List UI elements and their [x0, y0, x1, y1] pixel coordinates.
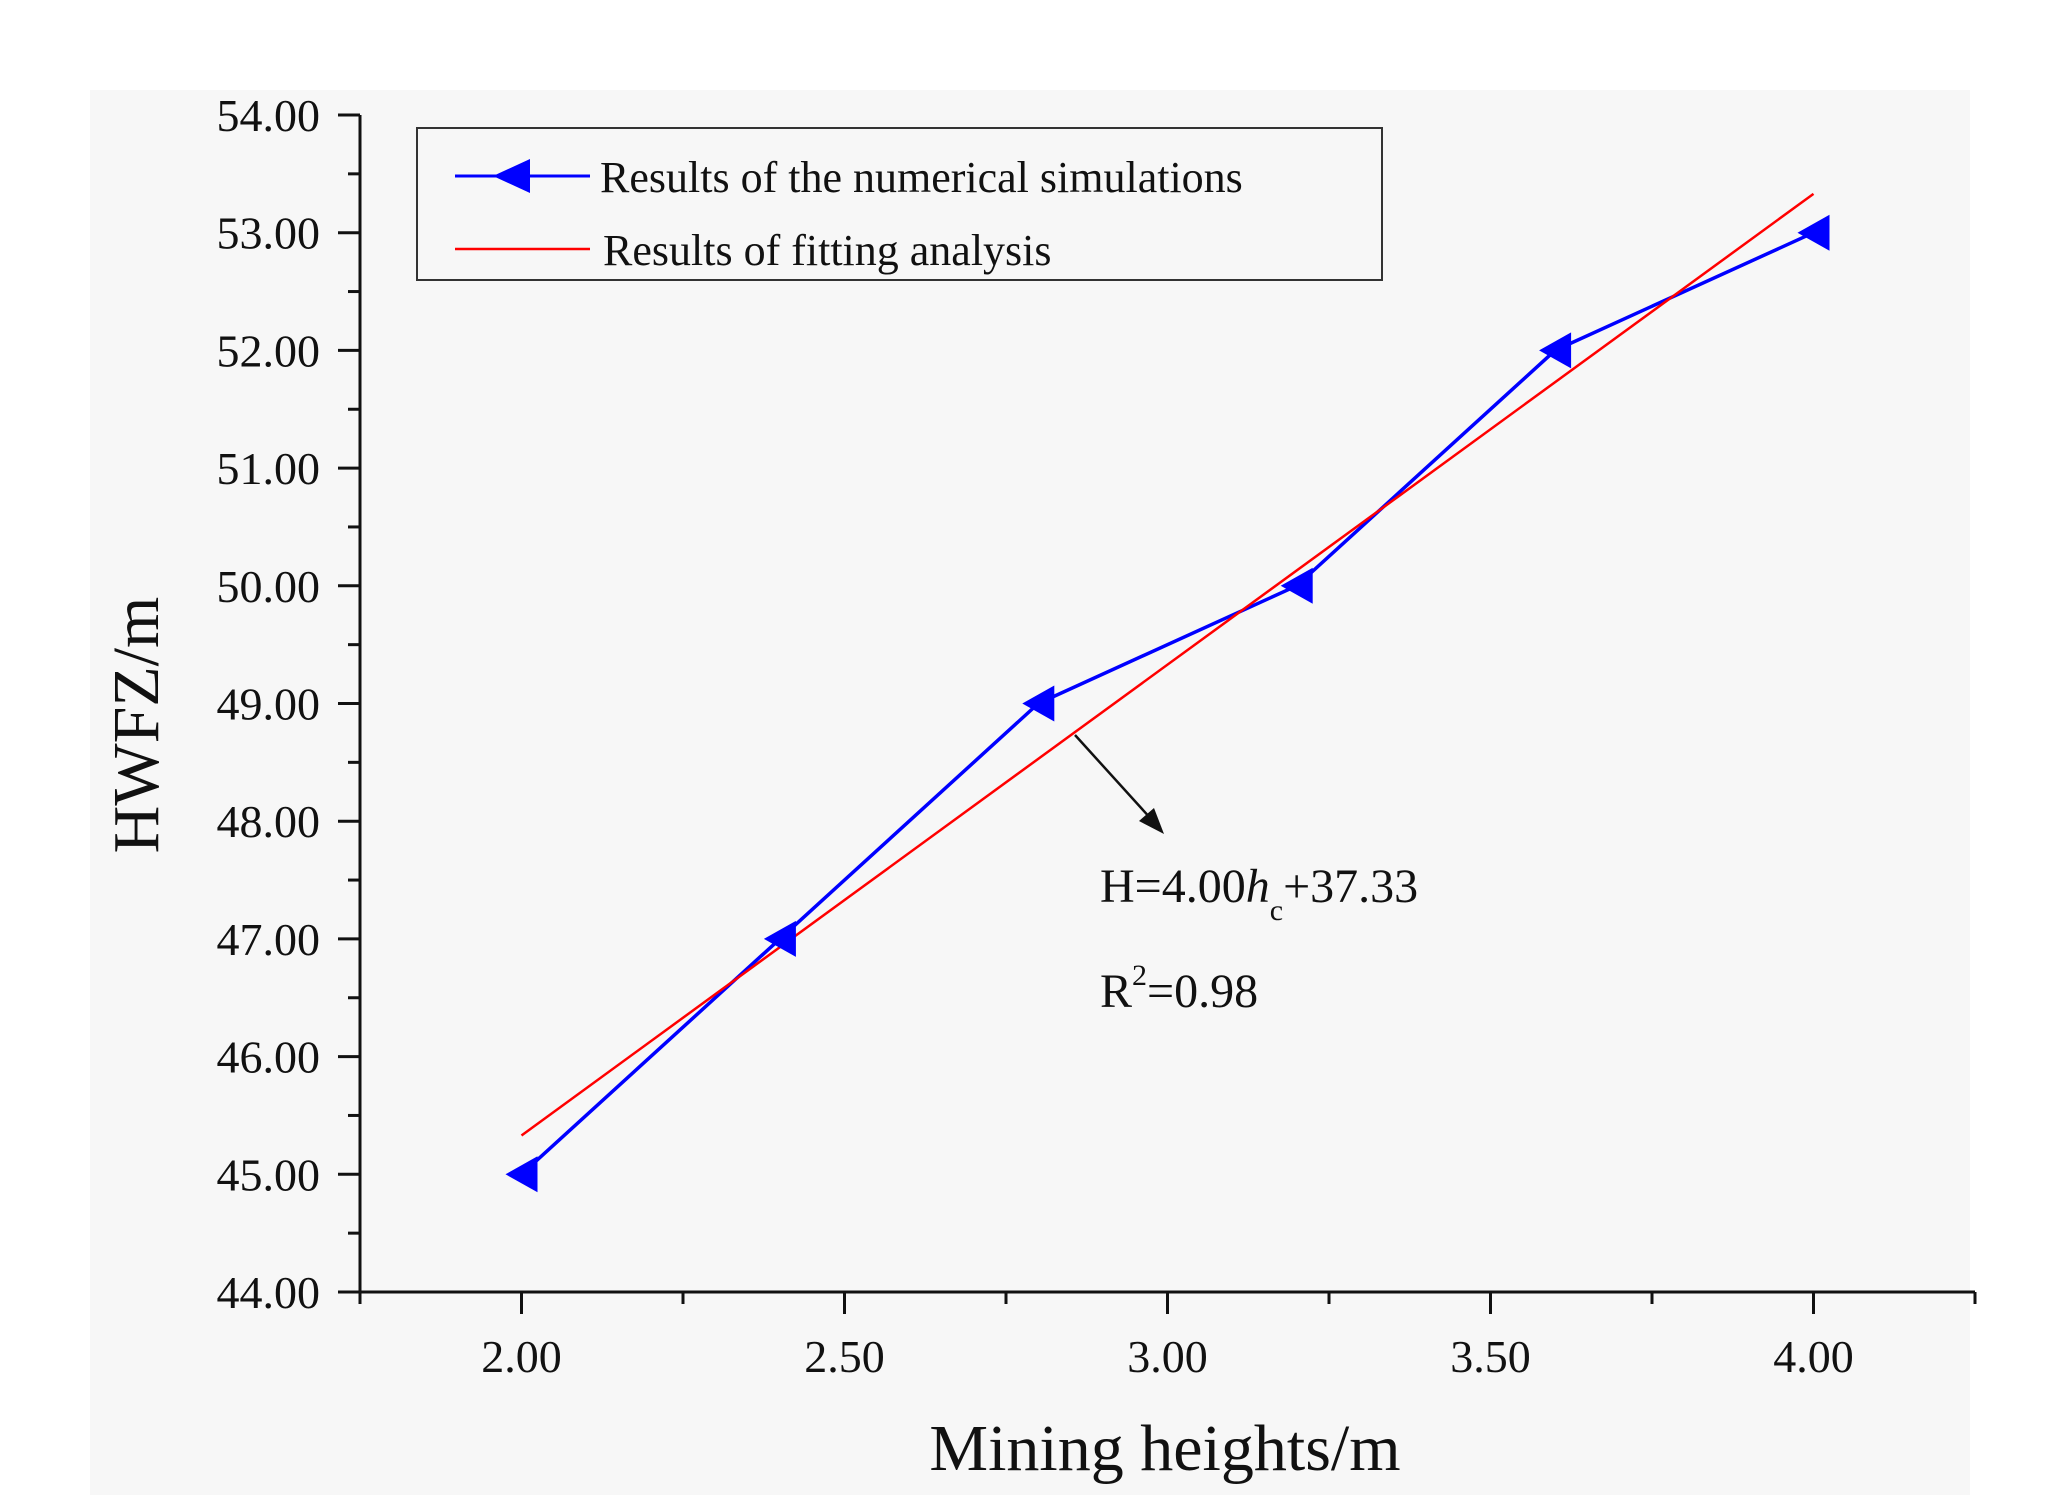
x-tick-label: 3.00 — [1127, 1331, 1208, 1382]
x-tick-label: 2.50 — [804, 1331, 885, 1382]
x-axis-ticks: 2.00 2.50 3.00 3.50 4.00 — [358, 1292, 1977, 1382]
x-tick-label: 4.00 — [1773, 1331, 1854, 1382]
y-tick-label: 44.00 — [217, 1267, 321, 1318]
legend: Results of the numerical simulations Res… — [416, 127, 1383, 281]
simulation-point — [1797, 214, 1830, 251]
y-tick-label: 52.00 — [217, 325, 321, 376]
legend-label-fitting: Results of fitting analysis — [603, 226, 1052, 275]
r-squared: R2=0.98 — [1100, 959, 1258, 1018]
y-tick-label: 54.00 — [217, 90, 321, 141]
y-tick-label: 51.00 — [217, 443, 321, 494]
fitting-series-line — [520, 192, 1815, 1137]
x-tick-label: 2.00 — [481, 1331, 562, 1382]
y-tick-label: 46.00 — [217, 1032, 321, 1083]
y-tick-label: 45.00 — [217, 1149, 321, 1200]
fit-equation: H=4.00hc+37.33 — [1100, 860, 1418, 927]
plot-background — [90, 90, 1970, 1495]
y-axis-ticks: 44.00 45.00 46.00 47.00 48.00 49.00 50.00 51.00… — [217, 90, 360, 1318]
simulation-point — [1280, 567, 1313, 604]
series-layer — [505, 192, 1830, 1193]
legend-label-simulation: Results of the numerical simulations — [600, 153, 1243, 202]
y-tick-label: 49.00 — [217, 679, 321, 730]
simulation-point — [1539, 332, 1572, 369]
simulation-point — [763, 920, 796, 957]
legend-marker-simulation — [493, 159, 530, 193]
y-tick-label: 47.00 — [217, 914, 321, 965]
annotation-arrow — [1074, 734, 1164, 834]
y-tick-label: 50.00 — [217, 561, 321, 612]
x-axis-title: Mining heights/m — [929, 1412, 1400, 1485]
legend-box — [416, 127, 1383, 281]
y-axis-title: HWFZ/m — [100, 597, 173, 854]
y-tick-label: 53.00 — [217, 208, 321, 259]
simulation-point — [505, 1156, 538, 1193]
x-tick-label: 3.50 — [1450, 1331, 1531, 1382]
simulation-point — [1022, 685, 1055, 722]
y-tick-label: 48.00 — [217, 796, 321, 847]
